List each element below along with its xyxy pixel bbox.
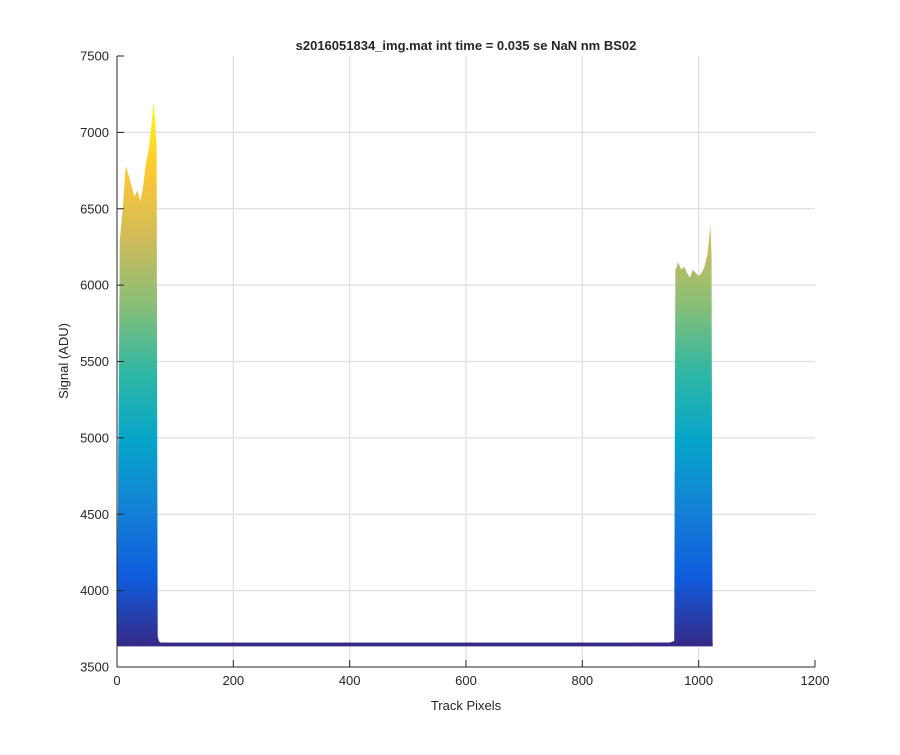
y-tick-label: 6500 bbox=[80, 201, 109, 216]
x-tick-label: 0 bbox=[113, 673, 120, 688]
background-band bbox=[117, 642, 713, 647]
x-axis-label: Track Pixels bbox=[431, 698, 502, 713]
signal-traces bbox=[117, 109, 157, 646]
y-tick-label: 6000 bbox=[80, 278, 109, 293]
y-axis-ticks: 3500 4000 4500 5000 5500 6000 6500 7000 7500 bbox=[80, 49, 124, 675]
chart-title: s2016051834_img.mat int time = 0.035 se … bbox=[296, 38, 637, 53]
data-series bbox=[117, 101, 717, 647]
x-tick-label: 400 bbox=[339, 673, 361, 688]
x-axis-ticks: 0 200 400 600 800 1000 1200 bbox=[113, 660, 829, 688]
y-axis-label: Signal (ADU) bbox=[56, 323, 71, 399]
x-tick-label: 1000 bbox=[684, 673, 713, 688]
x-tick-label: 200 bbox=[222, 673, 244, 688]
y-tick-label: 7000 bbox=[80, 125, 109, 140]
y-tick-label: 5000 bbox=[80, 430, 109, 445]
y-tick-label: 5500 bbox=[80, 354, 109, 369]
y-tick-label: 4000 bbox=[80, 583, 109, 598]
signal-traces bbox=[674, 238, 712, 646]
x-tick-label: 1200 bbox=[801, 673, 830, 688]
y-tick-label: 3500 bbox=[80, 660, 109, 675]
x-tick-label: 600 bbox=[455, 673, 477, 688]
x-tick-label: 800 bbox=[571, 673, 593, 688]
y-tick-label: 7500 bbox=[80, 49, 109, 64]
y-tick-label: 4500 bbox=[80, 507, 109, 522]
